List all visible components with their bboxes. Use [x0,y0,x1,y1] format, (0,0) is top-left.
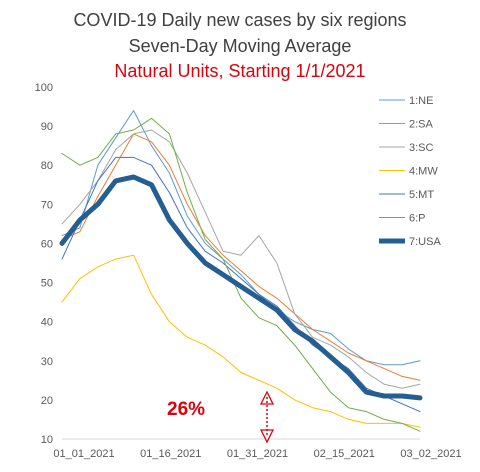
double-arrow-annotation [259,390,275,444]
chart-subtitle: Seven-Day Moving Average [128,36,352,56]
y-tick-label: 60 [41,238,53,250]
chart-subtitle-units: Natural Units, Starting 1/1/2021 [114,61,366,81]
x-axis-tick-labels: 01_01_2021 01_16_2021 01_31_2021 02_15_2021… [53,448,461,460]
y-tick-label: 100 [35,82,53,94]
x-tick-label: 01_01_2021 [53,448,114,460]
y-tick-label: 40 [41,317,53,329]
chart-title: COVID-19 Daily new cases by six regions [73,10,407,30]
x-tick-label: 01_16_2021 [140,448,201,460]
x-tick-label: 03_02_2021 [400,448,461,460]
y-axis-tick-labels: 10 20 30 40 50 60 70 80 90 100 [35,82,53,446]
y-tick-label: 70 [41,199,53,211]
series-line-3sc [61,129,421,389]
x-tick-label: 01_31_2021 [227,448,288,460]
series-line-5mt [61,156,421,413]
legend-label: 5:MT [409,189,434,201]
legend-label: 6:P [409,213,426,225]
series-line-4mw [61,254,421,428]
series-line-7usa [59,174,423,401]
y-tick-label: 90 [41,121,53,133]
legend-label: 1:NE [409,95,433,107]
legend-label: 7:USA [409,236,441,248]
y-tick-label: 30 [41,356,53,368]
series-line-1ne [61,110,421,366]
percentage-annotation: 26% [167,399,206,420]
legend-label: 3:SC [409,142,434,154]
y-tick-label: 10 [41,434,53,446]
series-line-6p [61,117,421,432]
series-line-2sa [61,133,421,381]
legend-label: 2:SA [409,119,434,131]
plot-series [59,110,423,432]
y-tick-label: 20 [41,395,53,407]
legend: 1:NE 2:SA 3:SC 4:MW 5:MT 6:P 7:USA [379,95,441,248]
legend-label: 4:MW [409,166,438,178]
x-tick-label: 02_15_2021 [314,448,375,460]
y-tick-label: 50 [41,278,53,290]
y-tick-label: 80 [41,160,53,172]
